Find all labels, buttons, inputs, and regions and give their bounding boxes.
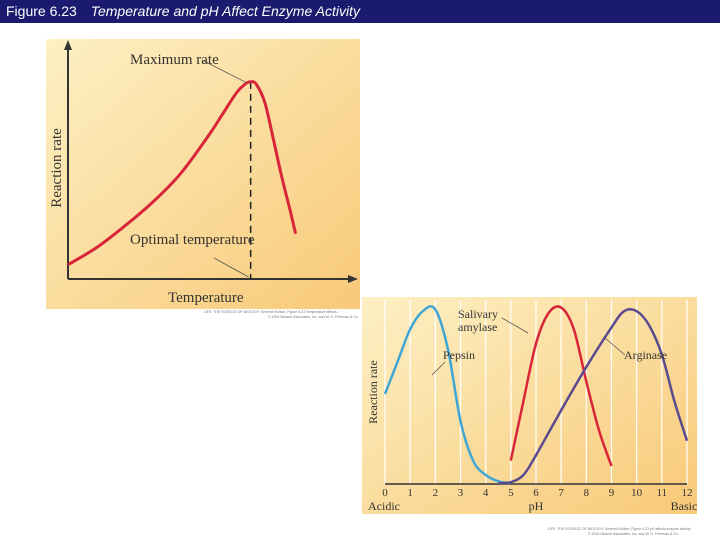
pepsin-leader — [431, 361, 446, 376]
temperature-credit-line-1: LIFE: THE SCIENCE OF BIOLOGY, Seventh Ed… — [204, 310, 340, 314]
figure-caption: Temperature and pH Affect Enzyme Activit… — [90, 3, 360, 19]
ph-tick-label: 10 — [631, 487, 643, 499]
optimal-temperature-label: Optimal temperature — [130, 232, 255, 248]
pepsin-curve — [383, 305, 511, 485]
salivary-amylase-curve — [509, 305, 613, 467]
ph-tick-label: 5 — [508, 487, 514, 499]
maximum-rate-label: Maximum rate — [130, 52, 219, 68]
ph-chart: 0 1 2 3 4 5 6 7 8 9 10 11 12 Salivary amylase Pepsin… — [362, 297, 697, 536]
figure-number: Figure 6.23 — [6, 3, 77, 19]
title-bar — [0, 0, 720, 23]
ph-tick-label: 12 — [682, 487, 693, 499]
ph-tick-labels: 0 1 2 3 4 5 6 7 8 9 10 11 12 — [382, 487, 692, 499]
temperature-x-axis-label: Temperature — [168, 290, 244, 306]
ph-tick-label: 1 — [407, 487, 413, 499]
ph-tick-label: 7 — [558, 487, 564, 499]
ph-credit-line-2: © 2004 Sinauer Associates, Inc. and W. H… — [588, 532, 679, 536]
ph-tick-label: 4 — [483, 487, 489, 499]
arginase-curve — [498, 308, 689, 485]
arginase-label: Arginase — [624, 348, 667, 362]
pepsin-label: Pepsin — [443, 348, 475, 362]
ph-credit-line-1: LIFE: THE SCIENCE OF BIOLOGY, Seventh Ed… — [548, 527, 691, 531]
temperature-y-axis-label: Reaction rate — [49, 128, 65, 208]
temperature-x-axis-arrow — [348, 275, 358, 283]
temperature-y-axis-arrow — [64, 40, 72, 50]
ph-tick-label: 0 — [382, 487, 388, 499]
temperature-credit-line-2: © 2004 Sinauer Associates, Inc. and W. H… — [268, 315, 359, 319]
salivary-amylase-label-line-2: amylase — [458, 320, 497, 334]
ph-basic-label: Basic — [671, 499, 698, 513]
ph-tick-label: 9 — [609, 487, 615, 499]
arginase-leader — [604, 337, 626, 356]
ph-tick-label: 8 — [584, 487, 590, 499]
temperature-chart-background — [46, 39, 360, 309]
ph-x-axis-label: pH — [529, 499, 544, 513]
maximum-rate-leader — [201, 59, 247, 84]
optimal-temperature-leader — [213, 257, 249, 278]
ph-chart-background — [362, 297, 697, 514]
ph-y-axis-label: Reaction rate — [366, 360, 380, 424]
slide-title: Figure 6.23 Temperature and pH Affect En… — [6, 3, 360, 19]
ph-tick-label: 2 — [433, 487, 439, 499]
salivary-amylase-label-line-1: Salivary — [458, 307, 498, 321]
ph-tick-label: 11 — [657, 487, 668, 499]
ph-acidic-label: Acidic — [368, 499, 400, 513]
ph-tick-label: 6 — [533, 487, 539, 499]
temperature-rate-curve — [67, 80, 298, 266]
temperature-chart: Maximum rate Optimal temperature Tempera… — [46, 39, 360, 319]
salivary-amylase-leader — [501, 317, 529, 334]
ph-tick-label: 3 — [458, 487, 464, 499]
